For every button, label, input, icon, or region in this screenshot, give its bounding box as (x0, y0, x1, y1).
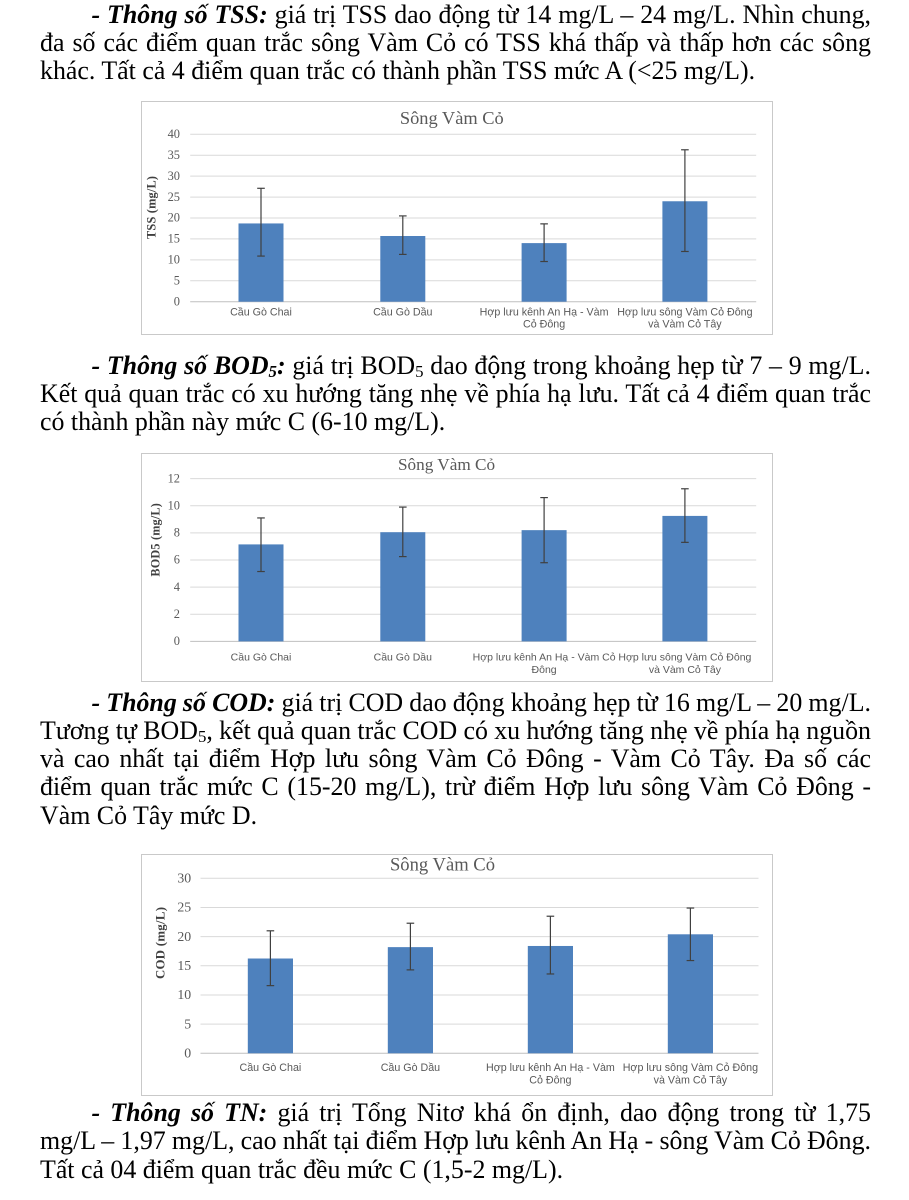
svg-text:Hợp lưu kênh An Hạ - Vàm Cỏ: Hợp lưu kênh An Hạ - Vàm Cỏ (472, 652, 615, 664)
svg-text:25: 25 (167, 189, 179, 203)
svg-text:Hợp lưu sông Vàm Cỏ Đông: Hợp lưu sông Vàm Cỏ Đông (622, 1062, 757, 1074)
svg-text:0: 0 (173, 294, 179, 308)
svg-text:Cầu Gò Dầu: Cầu Gò Dầu (380, 1062, 439, 1074)
svg-text:Cầu Gò Dầu: Cầu Gò Dầu (373, 306, 432, 318)
svg-text:10: 10 (167, 498, 179, 512)
svg-text:30: 30 (167, 168, 179, 182)
svg-text:Cầu Gò Chai: Cầu Gò Chai (230, 652, 291, 664)
svg-text:COD (mg/L): COD (mg/L) (153, 907, 167, 979)
svg-text:15: 15 (167, 231, 179, 245)
svg-text:và Vàm Cỏ Tây: và Vàm Cỏ Tây (648, 318, 722, 330)
svg-text:12: 12 (167, 471, 179, 485)
svg-text:5: 5 (173, 273, 179, 287)
svg-text:Cầu Gò Chai: Cầu Gò Chai (230, 306, 292, 318)
svg-text:8: 8 (173, 526, 179, 540)
svg-text:Cỏ Đông: Cỏ Đông (529, 1075, 571, 1087)
svg-text:25: 25 (177, 900, 191, 915)
svg-text:Cầu Gò Dầu: Cầu Gò Dầu (373, 652, 432, 664)
svg-text:10: 10 (167, 252, 179, 266)
svg-text:35: 35 (167, 147, 179, 161)
svg-text:Sông Vàm Cỏ: Sông Vàm Cỏ (397, 455, 494, 474)
svg-text:10: 10 (177, 987, 191, 1002)
svg-text:Hợp lưu kênh An Hạ - Vàm: Hợp lưu kênh An Hạ - Vàm (479, 306, 608, 318)
svg-text:và Vàm Cỏ Tây: và Vàm Cỏ Tây (653, 1075, 727, 1087)
svg-text:2: 2 (173, 607, 179, 621)
svg-text:20: 20 (167, 210, 179, 224)
svg-text:TSS (mg/L): TSS (mg/L) (144, 175, 158, 238)
svg-text:BOD5 (mg/L): BOD5 (mg/L) (148, 503, 162, 577)
svg-text:Cỏ Đông: Cỏ Đông (523, 318, 565, 330)
svg-text:Sông Vàm Cỏ: Sông Vàm Cỏ (399, 107, 503, 127)
svg-text:Sông Vàm Cỏ: Sông Vàm Cỏ (389, 855, 494, 876)
svg-text:20: 20 (177, 929, 191, 944)
svg-text:30: 30 (177, 871, 191, 886)
svg-text:0: 0 (184, 1046, 191, 1061)
svg-text:4: 4 (173, 580, 179, 594)
svg-text:Hợp lưu kênh An Hạ - Vàm: Hợp lưu kênh An Hạ - Vàm (485, 1062, 614, 1074)
svg-text:40: 40 (167, 127, 179, 141)
svg-text:Hợp lưu sông Vàm Cỏ Đông: Hợp lưu sông Vàm Cỏ Đông (618, 652, 751, 664)
svg-text:15: 15 (177, 958, 191, 973)
svg-text:và Vàm Cỏ Tây: và Vàm Cỏ Tây (648, 664, 721, 676)
svg-text:5: 5 (184, 1017, 191, 1032)
svg-text:Hợp lưu sông Vàm Cỏ Đông: Hợp lưu sông Vàm Cỏ Đông (617, 306, 752, 318)
svg-text:Cầu Gò Chai: Cầu Gò Chai (239, 1062, 301, 1074)
svg-text:0: 0 (173, 634, 179, 648)
svg-text:Đông: Đông (531, 664, 556, 676)
svg-text:6: 6 (173, 553, 179, 567)
